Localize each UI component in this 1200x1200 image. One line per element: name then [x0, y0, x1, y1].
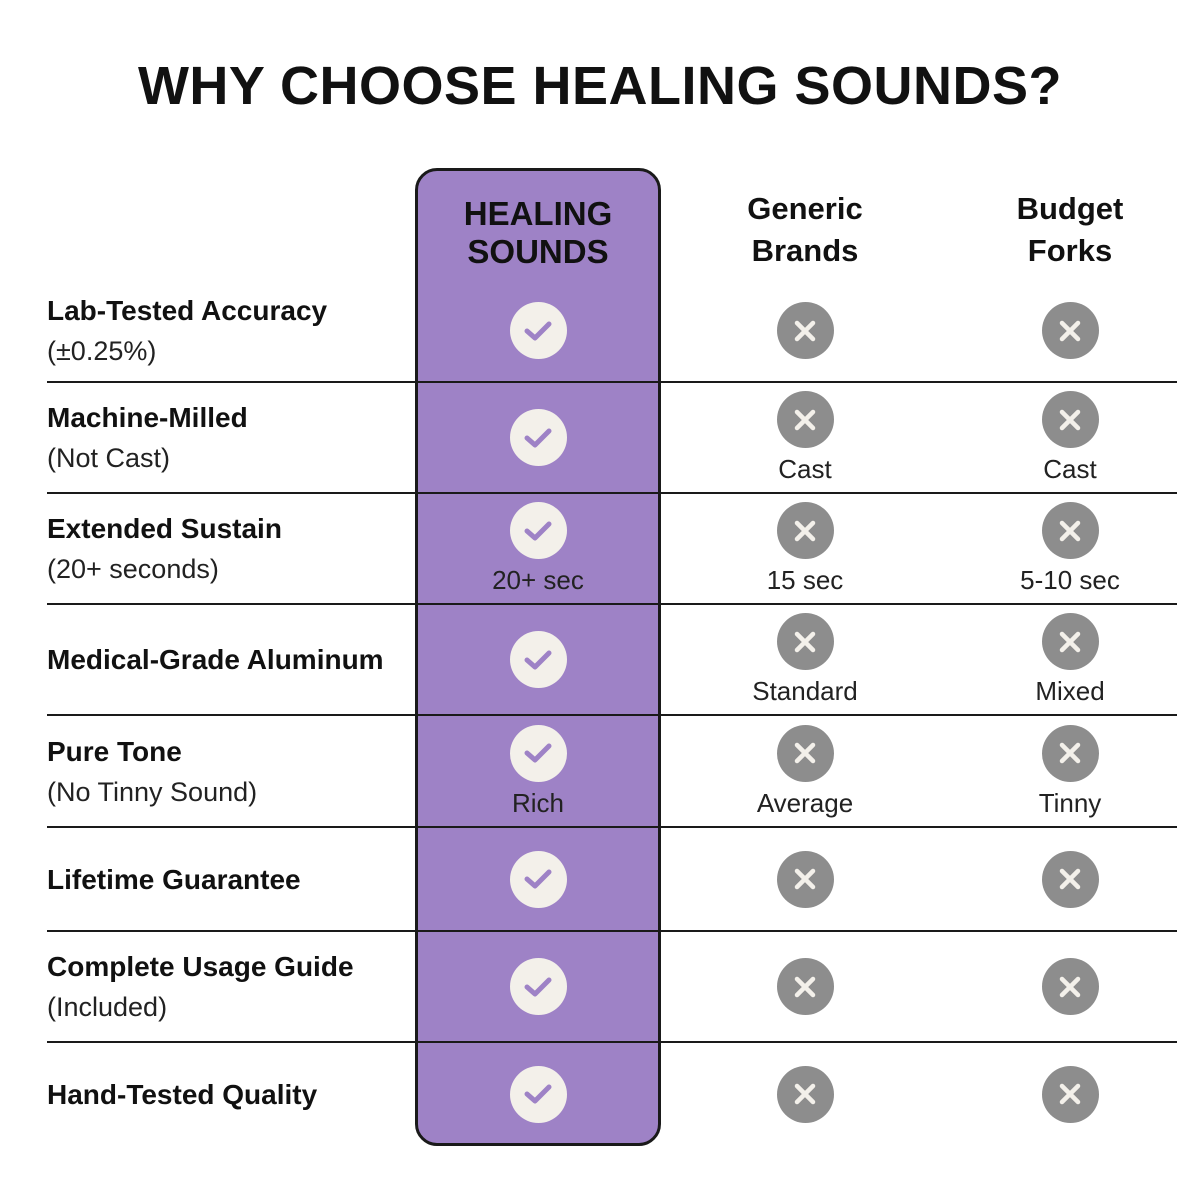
- cell-note: 20+ sec: [492, 565, 584, 595]
- feature-label: Pure Tone (No Tinny Sound): [47, 716, 412, 826]
- feature-name: Complete Usage Guide: [47, 951, 354, 982]
- table-cell: Cast: [947, 383, 1193, 492]
- cell-note: Cast: [1043, 454, 1097, 484]
- feature-name: Machine-Milled: [47, 402, 248, 433]
- table-cell: Standard: [682, 605, 928, 714]
- x-icon: [776, 1065, 834, 1123]
- cell-note: 15 sec: [766, 565, 844, 595]
- table-cell: [682, 932, 928, 1041]
- check-icon: [509, 850, 567, 908]
- table-cell: [415, 932, 661, 1041]
- x-icon: [1041, 850, 1099, 908]
- check-icon: [509, 302, 567, 359]
- table-row: Lifetime Guarantee: [47, 828, 1177, 932]
- x-icon: [776, 958, 834, 1015]
- column-header-budget-forks: Budget Forks: [1016, 191, 1124, 268]
- table-cell: 20+ sec: [415, 494, 661, 603]
- feature-detail: (±0.25%): [47, 336, 157, 366]
- cell-note: Cast: [778, 454, 832, 484]
- feature-label: Lab-Tested Accuracy (±0.25%): [47, 280, 412, 381]
- table-cell: [947, 828, 1193, 930]
- cell-note: 5-10 sec: [1020, 565, 1120, 595]
- x-icon: [1041, 502, 1099, 559]
- x-icon: [1041, 958, 1099, 1015]
- page-title: WHY CHOOSE HEALING SOUNDS?: [137, 56, 1063, 116]
- x-icon: [776, 850, 834, 908]
- table-cell: [947, 932, 1193, 1041]
- feature-detail: (Not Cast): [47, 443, 171, 473]
- x-icon: [776, 302, 834, 359]
- feature-label: Complete Usage Guide (Included): [47, 932, 412, 1041]
- table-cell: [682, 280, 928, 381]
- cell-note: Standard: [752, 676, 858, 706]
- feature-detail: (20+ seconds): [47, 554, 219, 584]
- table-cell: [415, 1043, 661, 1145]
- table-cell: [682, 828, 928, 930]
- table-row: Pure Tone (No Tinny Sound) Rich Average Tinn…: [47, 716, 1177, 828]
- x-icon: [1041, 613, 1099, 670]
- check-icon: [509, 724, 567, 782]
- x-icon: [1041, 302, 1099, 359]
- feature-detail: (Included): [47, 992, 168, 1022]
- table-cell: Cast: [682, 383, 928, 492]
- table-cell: Tinny: [947, 716, 1193, 826]
- x-icon: [1041, 391, 1099, 448]
- x-icon: [776, 613, 834, 670]
- cell-note: Mixed: [1035, 676, 1105, 706]
- check-icon: [509, 1065, 567, 1123]
- cell-note: Average: [756, 787, 854, 818]
- table-row: Complete Usage Guide (Included): [47, 932, 1177, 1043]
- table-cell: [947, 280, 1193, 381]
- x-icon: [776, 724, 834, 782]
- cell-note: Tinny: [1038, 787, 1102, 818]
- feature-name: Hand-Tested Quality: [47, 1078, 318, 1110]
- feature-label: Machine-Milled (Not Cast): [47, 383, 412, 492]
- x-icon: [1041, 724, 1099, 782]
- check-icon: [509, 958, 567, 1015]
- check-icon: [509, 502, 567, 559]
- table-row: Machine-Milled (Not Cast) Cast Cast: [47, 383, 1177, 494]
- table-cell: [682, 1043, 928, 1145]
- check-icon: [509, 631, 567, 688]
- table-cell: [415, 605, 661, 714]
- x-icon: [1041, 1065, 1099, 1123]
- table-cell: [947, 1043, 1193, 1145]
- table-row: Extended Sustain (20+ seconds) 20+ sec 15 s…: [47, 494, 1177, 605]
- table-row: Medical-Grade Aluminum Standard Mixed: [47, 605, 1177, 716]
- cell-note: Rich: [511, 787, 564, 818]
- table-cell: Rich: [415, 716, 661, 826]
- feature-detail: (No Tinny Sound): [47, 776, 258, 807]
- check-icon: [509, 409, 567, 466]
- feature-label: Extended Sustain (20+ seconds): [47, 494, 412, 603]
- table-cell: [415, 280, 661, 381]
- feature-name: Medical-Grade Aluminum: [47, 644, 384, 675]
- x-icon: [776, 502, 834, 559]
- table-cell: [415, 828, 661, 930]
- feature-name: Pure Tone: [47, 735, 182, 767]
- table-cell: Average: [682, 716, 928, 826]
- feature-label: Hand-Tested Quality: [47, 1043, 412, 1145]
- feature-name: Extended Sustain: [47, 513, 282, 544]
- feature-name: Lab-Tested Accuracy: [47, 295, 328, 326]
- column-header-generic-brands: Generic Brands: [747, 191, 863, 268]
- table-cell: 15 sec: [682, 494, 928, 603]
- table-cell: Mixed: [947, 605, 1193, 714]
- x-icon: [776, 391, 834, 448]
- column-header-healing-sounds: HEALING SOUNDS: [463, 195, 613, 270]
- table-cell: 5-10 sec: [947, 494, 1193, 603]
- feature-label: Lifetime Guarantee: [47, 828, 412, 930]
- table-cell: [415, 383, 661, 492]
- feature-name: Lifetime Guarantee: [47, 863, 301, 895]
- table-row: Hand-Tested Quality: [47, 1043, 1177, 1145]
- table-row: Lab-Tested Accuracy (±0.25%): [47, 280, 1177, 383]
- feature-label: Medical-Grade Aluminum: [47, 605, 412, 714]
